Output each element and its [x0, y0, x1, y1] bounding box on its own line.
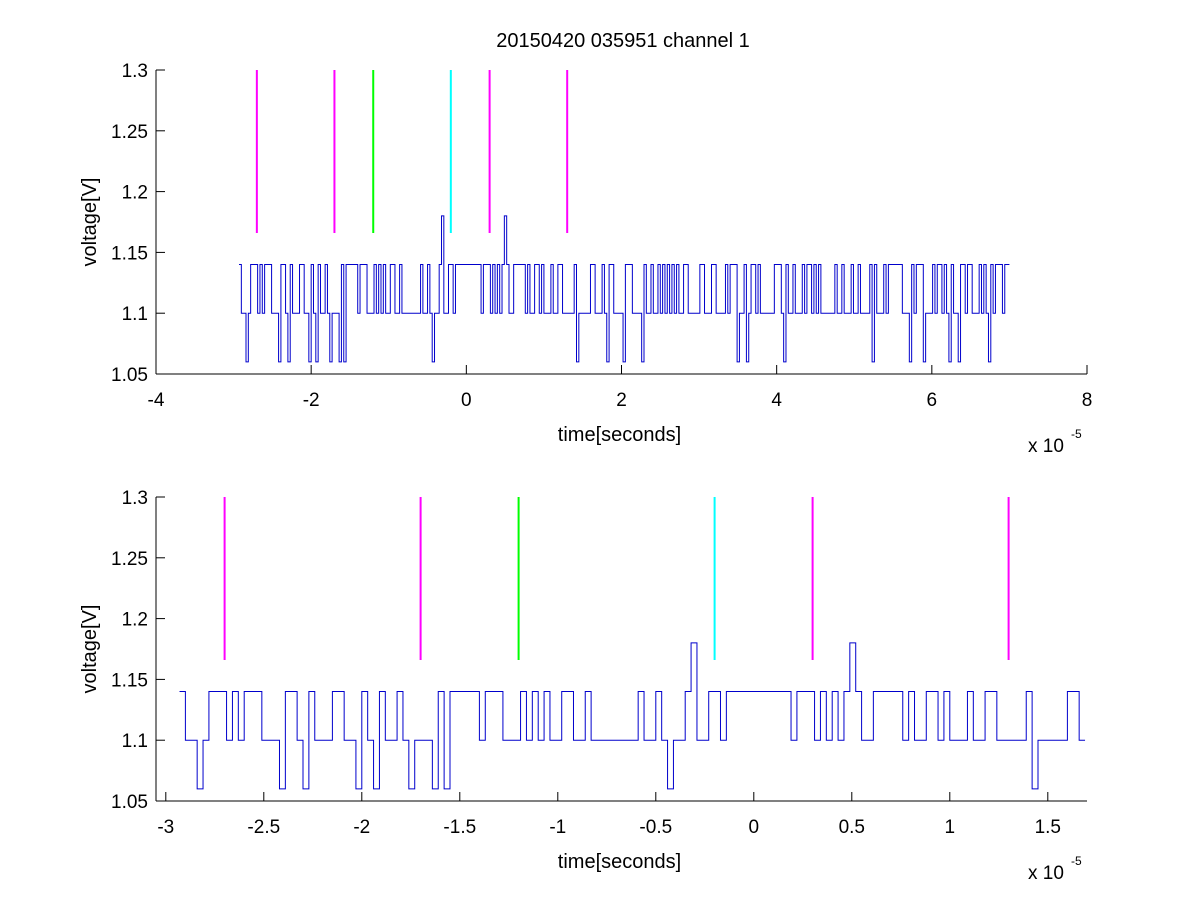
x-multiplier-exponent: -5	[1071, 427, 1082, 441]
chart-title: 20150420 035951 channel 1	[496, 30, 750, 52]
y-tick-label: 1.1	[122, 304, 148, 325]
x-tick-label: -4	[148, 390, 165, 411]
y-tick-label: 1.2	[122, 183, 148, 204]
x-tick-label: 0.5	[839, 817, 865, 838]
x-tick-label: -2	[303, 390, 320, 411]
y-tick-label: 1.25	[111, 122, 148, 143]
x-tick-label: -2.5	[247, 817, 280, 838]
x-tick-label: 0	[749, 817, 760, 838]
x-tick-label: -1.5	[443, 817, 476, 838]
x-tick-label: 8	[1082, 390, 1093, 411]
y-tick-label: 1.25	[111, 549, 148, 570]
x-multiplier: x 10	[1028, 436, 1064, 457]
voltage-trace	[179, 642, 1086, 790]
x-tick-label: 1.5	[1035, 817, 1061, 838]
y-tick-label: 1.1	[122, 731, 148, 752]
y-tick-label: 1.3	[122, 61, 148, 82]
x-tick-label: 6	[927, 390, 938, 411]
y-tick-label: 1.05	[111, 365, 148, 386]
y-tick-label: 1.15	[111, 670, 148, 691]
x-tick-label: 4	[771, 390, 782, 411]
subplot-overview: 1.05 1.1 1.15 1.2 1.25 1.3 -4 -2 0 2 4 6 8 time[secon…	[79, 61, 1092, 457]
y-axis-label: voltage[V]	[79, 178, 101, 267]
x-multiplier-exponent: -5	[1071, 854, 1082, 868]
x-tick-label: 1	[945, 817, 956, 838]
y-tick-label: 1.2	[122, 610, 148, 631]
subplot-zoomed: 1.05 1.1 1.15 1.2 1.25 1.3 -3 -2.5 -2 -1.5 -1 -0.5 0…	[79, 488, 1087, 884]
x-tick-label: 0	[461, 390, 472, 411]
voltage-trace	[239, 215, 1010, 363]
x-tick-label: -0.5	[639, 817, 672, 838]
y-tick-label: 1.15	[111, 243, 148, 264]
x-tick-label: -2	[353, 817, 370, 838]
x-axis-label: time[seconds]	[558, 851, 681, 873]
x-tick-label: 2	[616, 390, 627, 411]
y-tick-label: 1.3	[122, 488, 148, 509]
y-tick-label: 1.05	[111, 792, 148, 813]
x-multiplier: x 10	[1028, 863, 1064, 884]
x-tick-label: -1	[549, 817, 566, 838]
x-axis-label: time[seconds]	[558, 424, 681, 446]
y-axis-label: voltage[V]	[79, 605, 101, 694]
x-tick-label: -3	[157, 817, 174, 838]
